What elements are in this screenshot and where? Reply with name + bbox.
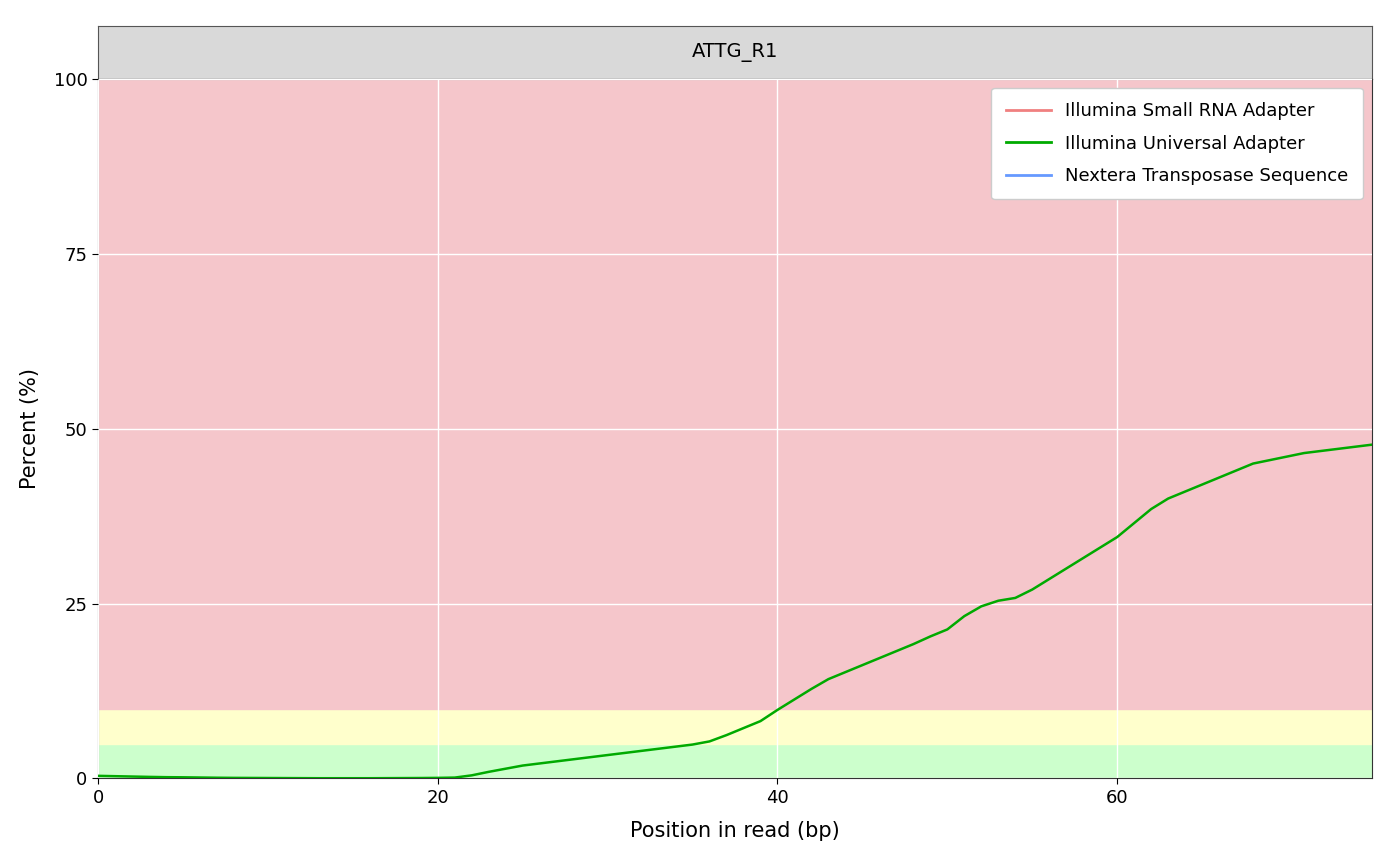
- X-axis label: Position in read (bp): Position in read (bp): [630, 821, 840, 841]
- Legend: Illumina Small RNA Adapter, Illumina Universal Adapter, Nextera Transposase Sequ: Illumina Small RNA Adapter, Illumina Uni…: [991, 87, 1364, 200]
- Y-axis label: Percent (%): Percent (%): [20, 368, 39, 489]
- Text: ATTG_R1: ATTG_R1: [692, 42, 778, 61]
- Bar: [98, 744, 1372, 778]
- Bar: [98, 708, 1372, 744]
- Bar: [98, 79, 1372, 708]
